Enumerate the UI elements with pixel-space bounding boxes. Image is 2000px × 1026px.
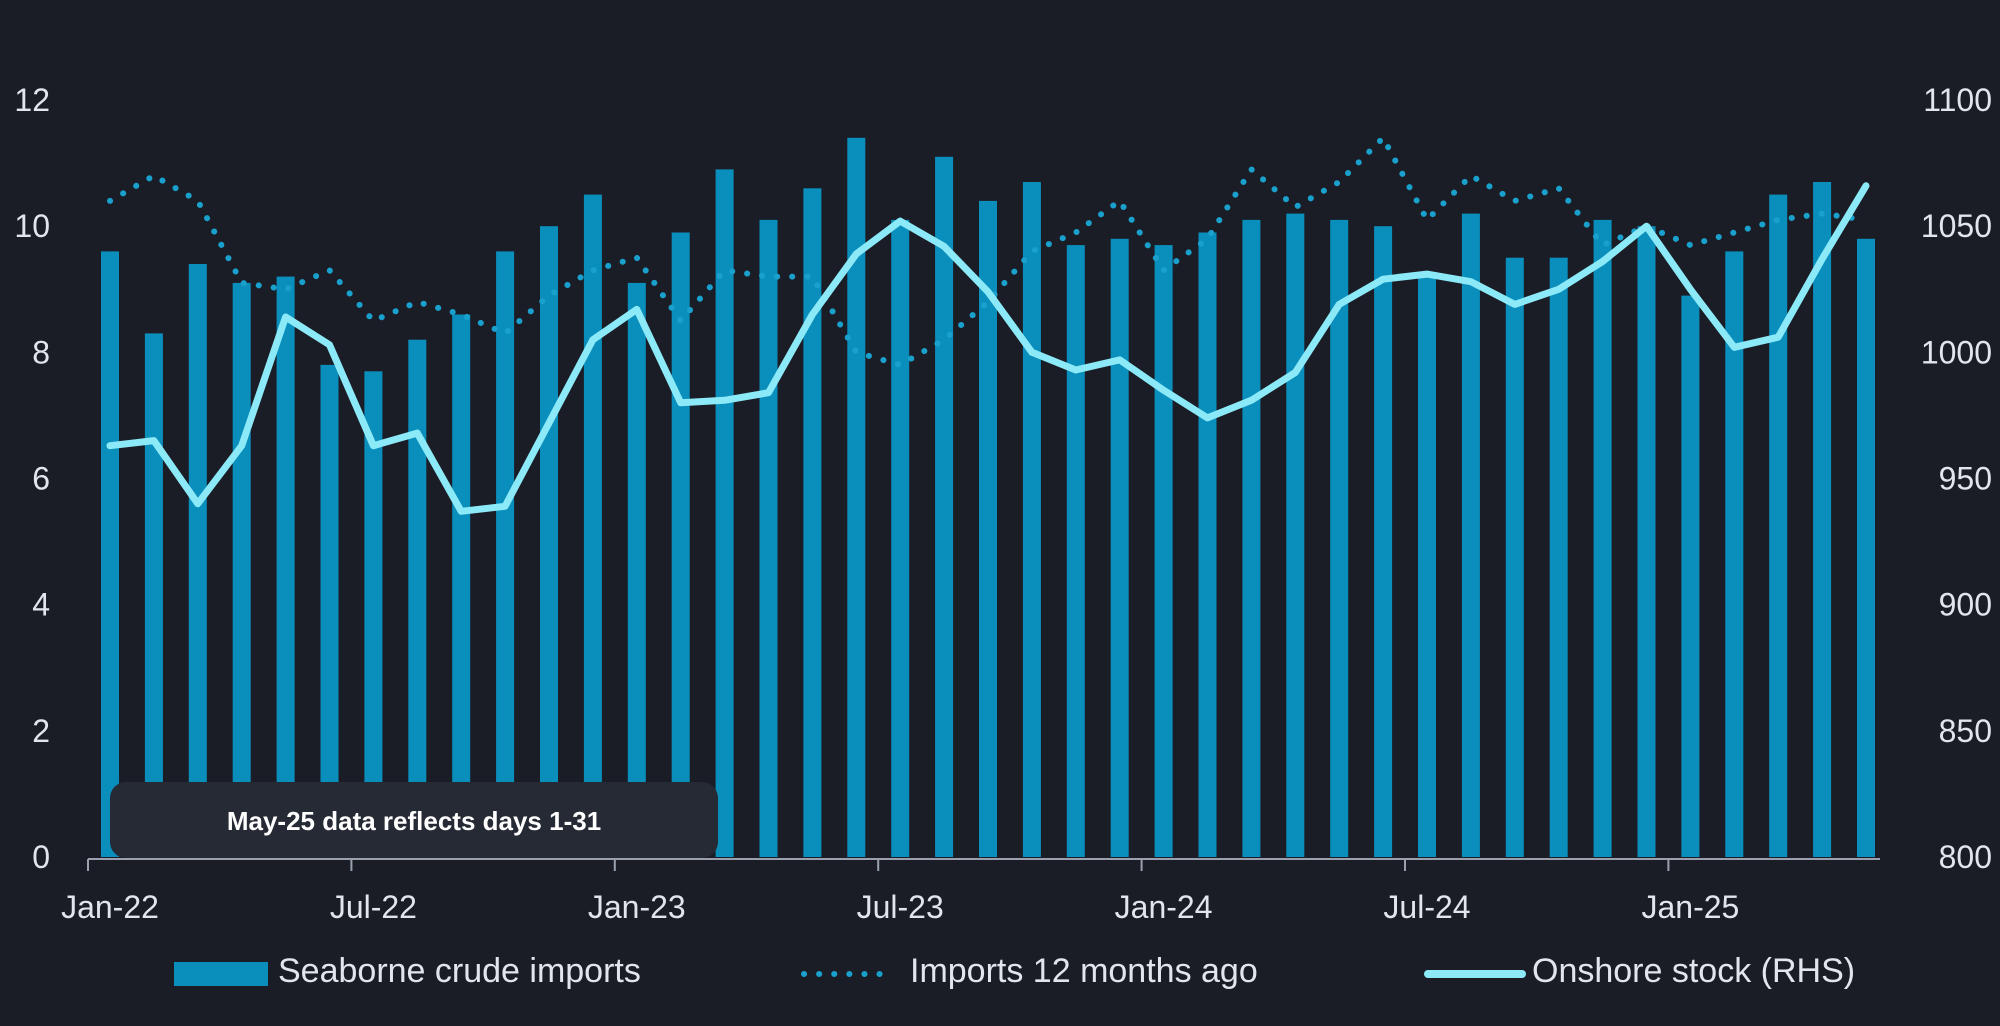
bar-Apr-25: [1813, 182, 1832, 857]
y-right-tick-label-800: 800: [1939, 839, 1992, 875]
y-left-tick-label-6: 6: [32, 461, 50, 497]
annotation-box: [110, 782, 718, 858]
bar-Sep-22: [452, 314, 471, 857]
bar-Nov-24: [1593, 219, 1612, 857]
bar-Aug-24: [1461, 213, 1480, 858]
bar-Jan-24: [1154, 245, 1173, 858]
y-left-tick-label-10: 10: [14, 208, 50, 244]
bar-Mar-23: [715, 169, 734, 857]
annotation-text: May-25 data reflects days 1-31: [227, 806, 601, 836]
y-left-tick-label-0: 0: [32, 839, 50, 875]
bar-May-22: [276, 276, 295, 858]
bar-Feb-24: [1198, 232, 1217, 857]
bar-Feb-25: [1725, 251, 1744, 857]
bar-Apr-24: [1286, 213, 1305, 858]
annotation-note: May-25 data reflects days 1-31: [110, 782, 718, 858]
axes-layer: Jan-22 Jul-22 Jan-23 Jul-23 Jan-24 Jul-24 Jan-…: [14, 82, 1992, 925]
bar-Mar-22: [188, 264, 207, 857]
bar-Jan-25: [1681, 295, 1700, 858]
y-left-tick-label-8: 8: [32, 334, 50, 370]
x-tick-label-Jul-23: Jul-23: [857, 889, 944, 925]
bar-Dec-23: [1110, 238, 1129, 858]
bar-Jun-23: [847, 137, 866, 858]
bar-Aug-23: [935, 156, 954, 858]
legend-label-dotted: Imports 12 months ago: [910, 952, 1258, 990]
bar-Nov-22: [540, 226, 558, 857]
legend: Seaborne crude imports Imports 12 months …: [174, 952, 1855, 990]
bar-Mar-24: [1242, 219, 1261, 857]
y-right-tick-label-1050: 1050: [1921, 208, 1992, 244]
bar-May-23: [803, 188, 822, 858]
bar-Jul-22: [364, 371, 383, 857]
y-right-tick-label-1100: 1100: [1923, 82, 1992, 118]
bar-May-25: [1857, 238, 1875, 858]
bar-Sep-24: [1505, 257, 1524, 857]
y-left-tick-label-2: 2: [32, 713, 50, 749]
bar-Jul-24: [1418, 276, 1436, 858]
bar-Nov-23: [1066, 245, 1085, 858]
bar-Jan-23: [627, 282, 646, 857]
x-tick-label-Jul-24: Jul-24: [1383, 889, 1470, 925]
y-right-tick-label-900: 900: [1939, 587, 1992, 623]
bar-Oct-22: [496, 251, 515, 857]
y-right-tick-label-850: 850: [1939, 713, 1992, 749]
bar-Aug-22: [408, 339, 427, 857]
bar-Feb-22: [144, 333, 163, 857]
legend-label-bars: Seaborne crude imports: [278, 952, 641, 990]
bar-Feb-23: [671, 232, 690, 857]
bar-Jun-22: [320, 364, 339, 857]
bar-Apr-23: [759, 219, 778, 857]
bar-Sep-23: [979, 200, 997, 857]
bar-Mar-25: [1769, 194, 1788, 858]
x-tick-label-Jan-23: Jan-23: [588, 889, 686, 925]
x-tick-label-Jul-22: Jul-22: [330, 889, 417, 925]
bar-Dec-24: [1637, 226, 1656, 857]
bars-layer: [101, 137, 1875, 858]
x-tick-label-Jan-25: Jan-25: [1641, 889, 1739, 925]
bar-Apr-22: [232, 282, 251, 857]
legend-swatch-bars: [174, 962, 268, 986]
bar-Jul-23: [891, 219, 910, 857]
line-series-layer: [106, 182, 1870, 515]
onshore-stock-line: [106, 182, 1870, 515]
bar-Jan-22: [101, 251, 119, 857]
y-right-tick-label-950: 950: [1939, 461, 1992, 497]
x-tick-label-Jan-24: Jan-24: [1115, 889, 1213, 925]
x-tick-label-Jan-22: Jan-22: [61, 889, 159, 925]
y-left-tick-label-4: 4: [32, 587, 50, 623]
bar-May-24: [1330, 219, 1349, 857]
y-right-tick-label-1000: 1000: [1921, 334, 1992, 370]
bar-Jun-24: [1374, 226, 1393, 857]
bar-Oct-23: [1022, 182, 1041, 857]
bar-Dec-22: [583, 194, 602, 858]
legend-label-line: Onshore stock (RHS): [1532, 952, 1855, 990]
y-left-tick-label-12: 12: [14, 82, 50, 118]
bar-Oct-24: [1549, 257, 1568, 857]
